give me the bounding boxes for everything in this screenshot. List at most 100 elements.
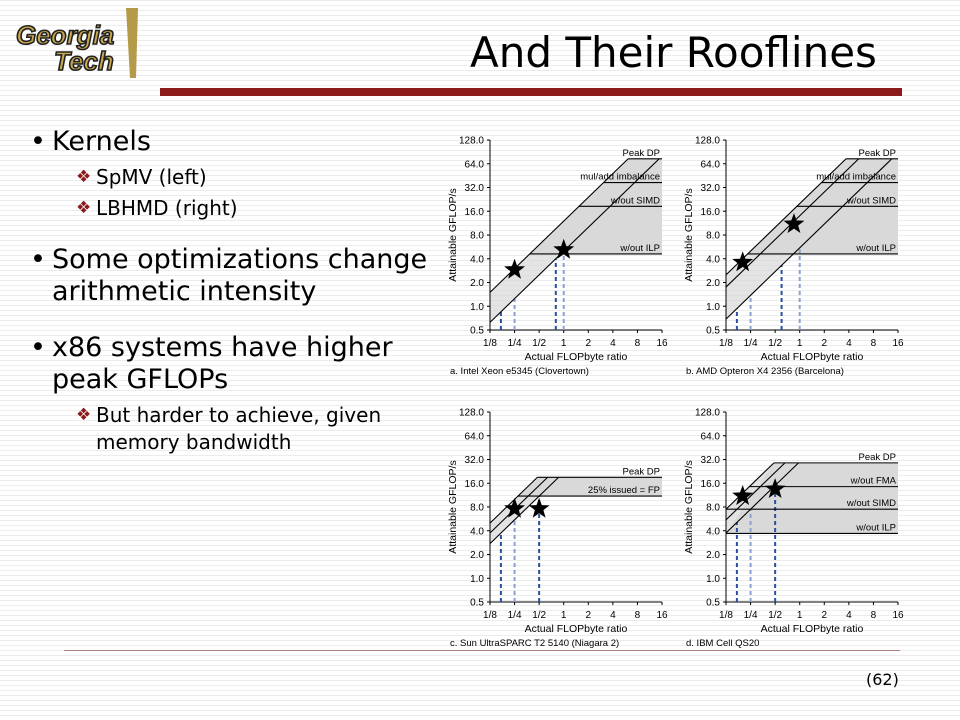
roofline-panel: 0.5 1.0 2.0 4.0 8.0 16.0 32.0 64.0 128.0 1/8 1/4 1/… — [447, 408, 668, 650]
diamond-bullet-icon: ❖ — [76, 167, 92, 187]
star-marker — [732, 251, 754, 272]
sub-bullet-3a: ❖ But harder to achieve, given memory ban… — [76, 402, 430, 456]
y-tick-label: 64.0 — [465, 159, 485, 170]
x-tick-label: 16 — [656, 610, 668, 621]
x-tick-label: 1/2 — [768, 338, 782, 349]
x-tick-label: 2 — [822, 338, 828, 349]
x-tick-label: 16 — [656, 338, 668, 349]
ceiling-label: mul/add imbalance — [816, 172, 896, 183]
y-tick-label: 128.0 — [459, 136, 484, 147]
y-tick-label: 1.0 — [470, 302, 484, 313]
y-tick-label: 32.0 — [465, 183, 485, 194]
y-tick-label: 2.0 — [470, 278, 484, 289]
y-tick-label: 1.0 — [706, 302, 720, 313]
title-rule — [160, 88, 902, 96]
chart-caption: a. Intel Xeon e5345 (Clovertown) — [450, 366, 589, 377]
x-tick-label: 8 — [871, 338, 877, 349]
y-tick-label: 32.0 — [465, 455, 485, 466]
x-tick-label: 1/4 — [508, 610, 522, 621]
bandwidth-diagonal — [489, 476, 559, 544]
x-tick-label: 4 — [846, 338, 852, 349]
y-tick-label: 2.0 — [706, 278, 720, 289]
sub-bullet-1b-text: LBHMD (right) — [96, 196, 238, 220]
logo-tower-shape — [126, 8, 138, 78]
x-axis-label: Actual FLOPbyte ratio — [761, 351, 864, 363]
ceiling-label: 25% issued = FP — [588, 485, 660, 496]
sub-bullet-1a-text: SpMV (left) — [96, 165, 207, 189]
x-tick-label: 1/4 — [508, 338, 522, 349]
y-tick-label: 32.0 — [701, 455, 721, 466]
x-tick-label: 2 — [586, 610, 592, 621]
ceiling-label: w/out SIMD — [846, 498, 896, 509]
bullet-1: • Kernels — [30, 126, 430, 158]
chart-caption: c. Sun UltraSPARC T2 5140 (Niagara 2) — [450, 638, 619, 649]
diamond-bullet-icon: ❖ — [76, 198, 92, 218]
ceiling-label: w/out ILP — [855, 243, 896, 254]
bandwidth-diagonal — [725, 462, 775, 510]
y-tick-label: 8.0 — [706, 503, 720, 514]
y-tick-label: 16.0 — [465, 207, 485, 218]
y-tick-label: 8.0 — [706, 231, 720, 242]
star-marker — [783, 213, 805, 233]
bandwidth-diagonal — [725, 158, 893, 320]
sub-bullet-1b: ❖ LBHMD (right) — [76, 195, 430, 222]
sub-bullet-3a-text: But harder to achieve, given memory band… — [96, 403, 382, 454]
bandwidth-diagonal — [725, 462, 799, 534]
x-tick-label: 1/8 — [719, 610, 733, 621]
y-tick-label: 4.0 — [706, 254, 720, 265]
y-tick-label: 0.5 — [706, 326, 720, 337]
ceiling-label: w/out ILP — [855, 522, 896, 533]
ceiling-label: Peak DP — [623, 466, 661, 477]
x-tick-label: 16 — [892, 610, 904, 621]
y-tick-label: 0.5 — [470, 326, 484, 337]
star-marker — [504, 497, 525, 518]
star-marker — [553, 238, 575, 259]
x-tick-label: 1 — [561, 338, 567, 349]
bandwidth-diagonal — [489, 158, 660, 323]
georgia-tech-logo: Georgia Tech — [14, 8, 144, 78]
x-tick-label: 1/4 — [744, 338, 758, 349]
bullet-1-text: Kernels — [52, 126, 151, 157]
y-tick-label: 2.0 — [470, 550, 484, 561]
x-tick-label: 8 — [871, 610, 877, 621]
bandwidth-diagonal — [725, 158, 847, 276]
bandwidth-diagonal — [725, 462, 786, 521]
x-tick-label: 1/8 — [719, 338, 733, 349]
y-tick-label: 64.0 — [701, 431, 721, 442]
x-tick-label: 1/2 — [768, 610, 782, 621]
x-tick-label: 4 — [846, 610, 852, 621]
roofline-panel: 0.5 1.0 2.0 4.0 8.0 16.0 32.0 64.0 128.0 1/8 1/4 1/… — [683, 136, 904, 378]
y-tick-label: 1.0 — [706, 574, 720, 585]
bullet-2-text: Some optimizations change arithmetic int… — [52, 244, 428, 307]
slide-title: And Their Rooflines — [470, 28, 877, 77]
x-tick-label: 2 — [586, 338, 592, 349]
y-tick-label: 8.0 — [470, 503, 484, 514]
bullet-3: • x86 systems have higher peak GFLOPs — [30, 332, 430, 396]
x-tick-label: 2 — [822, 610, 828, 621]
ceiling-label: w/out ILP — [619, 243, 660, 254]
x-tick-label: 4 — [610, 610, 616, 621]
bandwidth-diagonal — [489, 476, 538, 524]
x-tick-label: 1 — [797, 338, 803, 349]
y-tick-label: 4.0 — [706, 526, 720, 537]
x-tick-label: 1/8 — [483, 610, 497, 621]
y-tick-label: 128.0 — [695, 408, 720, 419]
x-tick-label: 4 — [610, 338, 616, 349]
x-tick-label: 1 — [797, 610, 803, 621]
bullet-list: • Kernels ❖ SpMV (left) ❖ LBHMD (right) • So… — [30, 126, 430, 460]
x-axis-label: Actual FLOPbyte ratio — [761, 623, 864, 635]
y-tick-label: 4.0 — [470, 526, 484, 537]
logo-graphic: Georgia Tech — [15, 8, 138, 78]
bullet-2: • Some optimizations change arithmetic in… — [30, 244, 430, 308]
y-tick-label: 4.0 — [470, 254, 484, 265]
x-tick-label: 1/8 — [483, 338, 497, 349]
x-tick-label: 8 — [635, 610, 641, 621]
y-tick-label: 16.0 — [701, 479, 721, 490]
star-marker — [732, 485, 754, 505]
star-marker — [764, 478, 786, 498]
x-tick-label: 1 — [561, 610, 567, 621]
y-tick-label: 0.5 — [470, 598, 484, 609]
y-tick-label: 8.0 — [470, 231, 484, 242]
bullet-dot: • — [30, 244, 46, 275]
